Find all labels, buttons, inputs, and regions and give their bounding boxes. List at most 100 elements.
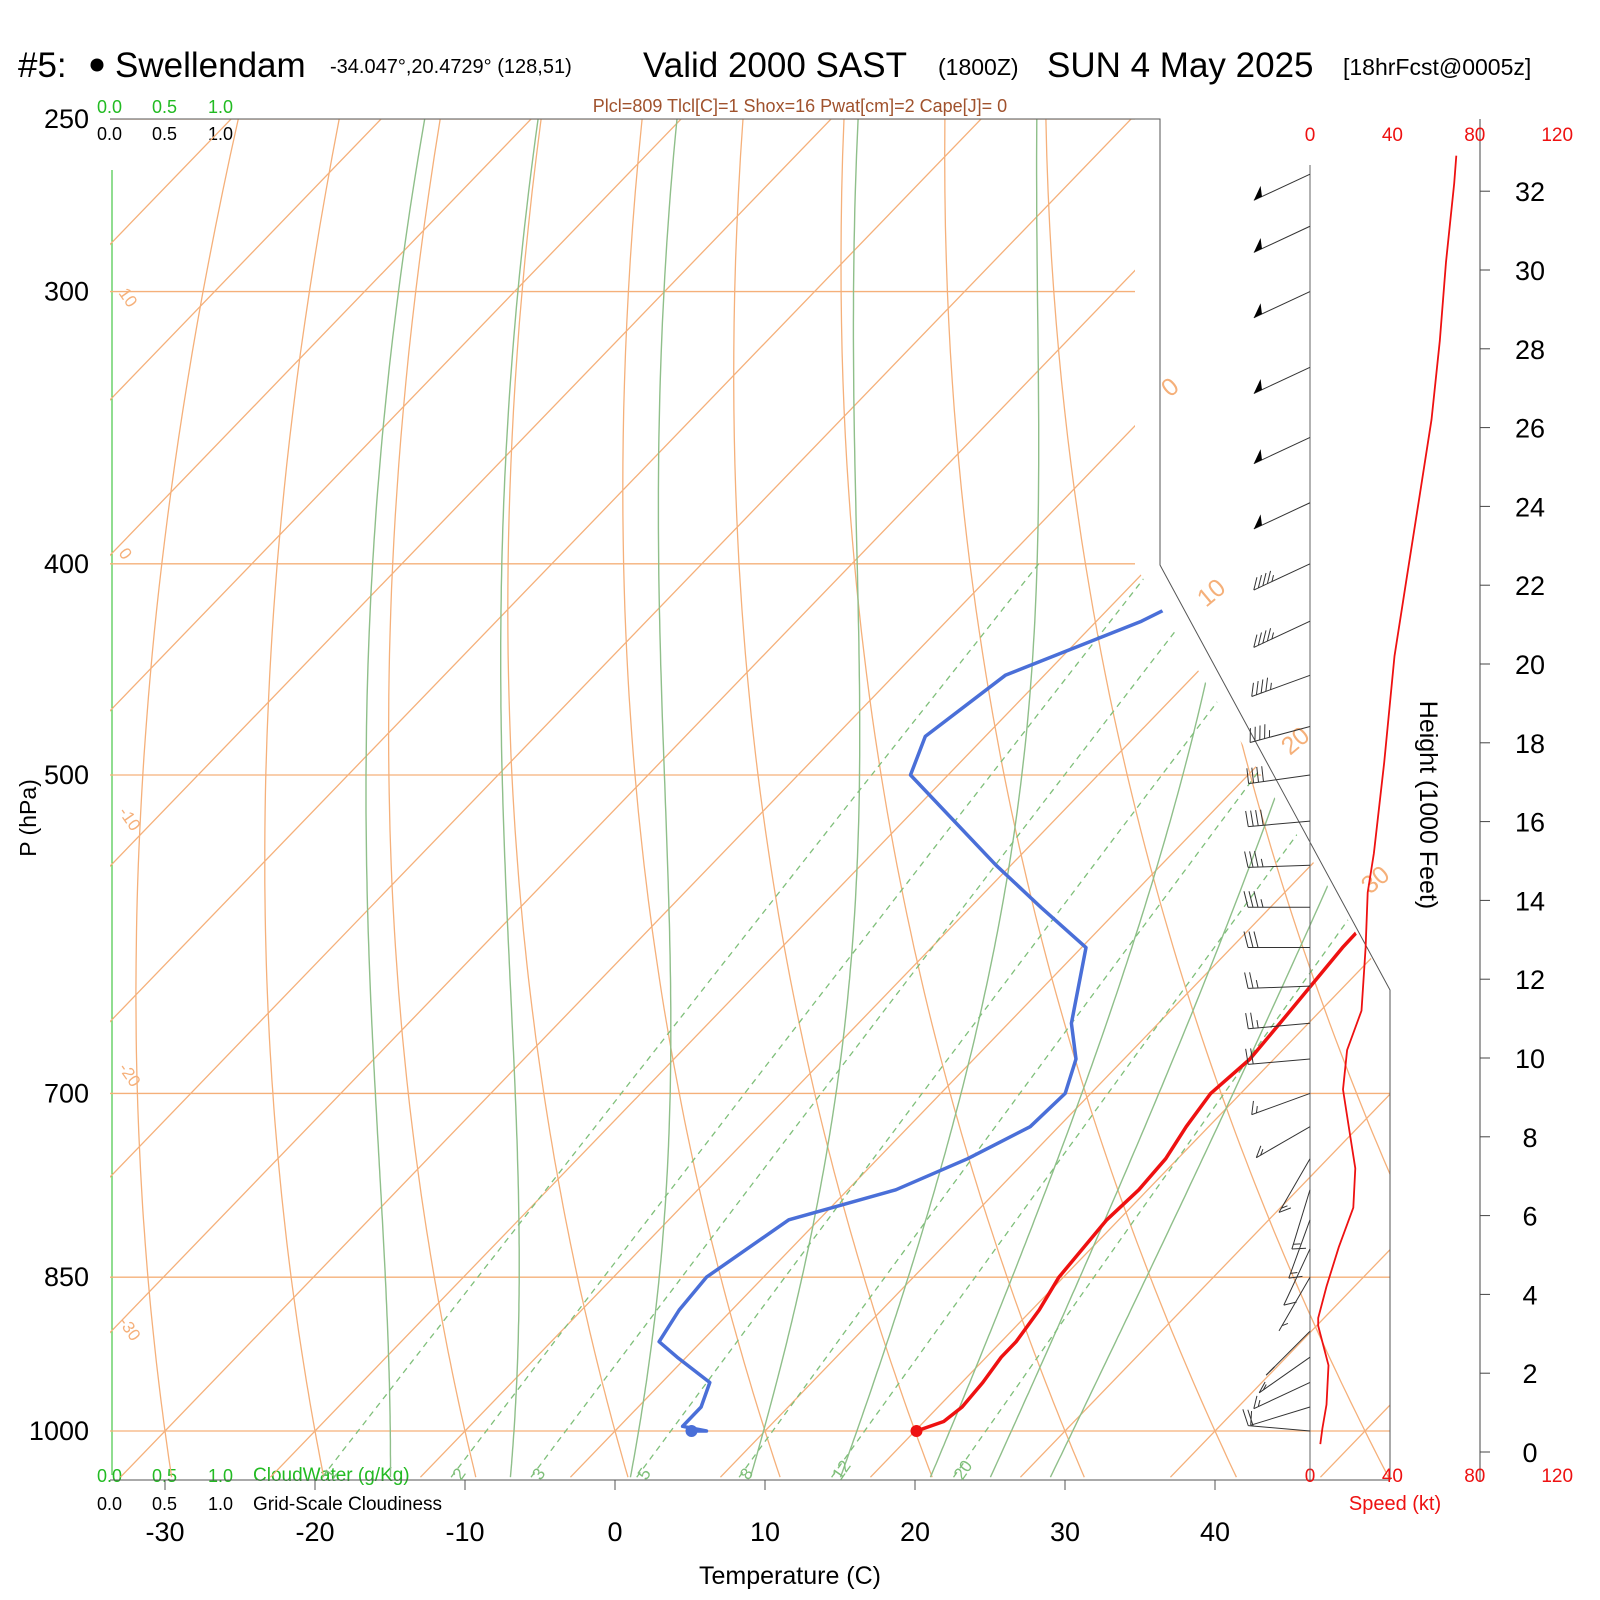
wind-barb xyxy=(1246,766,1311,785)
wind-barb xyxy=(1250,1406,1311,1426)
barb-half-feather xyxy=(1290,1272,1298,1274)
barb-half-feather xyxy=(1255,979,1259,989)
dry-adiabat xyxy=(264,119,348,1478)
cloudwater-tick: 0.0 xyxy=(97,97,122,117)
cloudwater-tick: 0.0 xyxy=(97,1466,122,1486)
isotherm-line xyxy=(110,119,1169,1478)
height-tick-label: 8 xyxy=(1522,1123,1537,1153)
wind-barb xyxy=(1244,972,1311,989)
barb-feather xyxy=(1248,891,1254,908)
barb-feather xyxy=(1250,810,1254,827)
mixing-ratio-line xyxy=(321,563,1040,1478)
cloud-scale-bottom: 0.0 0.5 1.0 CloudWater (g/Kg) 0.0 0.5 1.… xyxy=(97,1465,442,1515)
cloudiness-tick: 0.5 xyxy=(152,1494,177,1514)
barb-feather xyxy=(1250,1048,1254,1065)
y-axis-label: P (hPa) xyxy=(15,779,41,857)
barb-half-feather xyxy=(1270,682,1272,690)
thermo-background xyxy=(110,80,1600,1478)
station-dot-icon xyxy=(90,58,104,72)
isotherm-label-right: 10 xyxy=(1192,573,1231,612)
barb-staff xyxy=(1253,563,1311,591)
wind-barb xyxy=(1253,502,1311,530)
dry-adiabat xyxy=(1044,119,1390,1478)
cloudiness-tick: 0.0 xyxy=(97,124,122,144)
temperature-line xyxy=(915,155,1390,1433)
barb-feather xyxy=(1249,972,1254,989)
barb-feather xyxy=(1251,767,1255,783)
barb-half-feather xyxy=(1281,1322,1289,1327)
barb-feather xyxy=(1255,810,1259,826)
barb-staff xyxy=(1250,1406,1311,1426)
barb-feather xyxy=(1260,679,1264,694)
barb-half-feather xyxy=(1260,1149,1264,1156)
isotherm-label: -30 xyxy=(115,1313,145,1344)
barb-feather xyxy=(1257,632,1262,646)
barb-feather xyxy=(1255,681,1259,695)
isotherm-label: -20 xyxy=(115,1059,145,1090)
x-tick-label: -30 xyxy=(145,1517,184,1547)
speed-tick-label: 120 xyxy=(1541,125,1573,146)
wind-barb xyxy=(1253,366,1311,394)
barb-feather xyxy=(1250,1012,1254,1029)
valid-time: Valid 2000 SAST xyxy=(643,46,907,85)
height-tick-label: 26 xyxy=(1515,414,1545,444)
barb-half-feather xyxy=(1281,1205,1288,1209)
isotherm-line xyxy=(110,119,419,1478)
height-tick-label: 32 xyxy=(1515,177,1545,207)
cloudiness-tick: 1.0 xyxy=(208,124,233,144)
barb-half-feather xyxy=(1260,899,1264,908)
wind-barb xyxy=(1245,809,1311,828)
wind-barb xyxy=(1251,1092,1311,1116)
barb-feather xyxy=(1244,851,1249,868)
barb-feather xyxy=(1253,891,1259,908)
x-tick-label: -10 xyxy=(445,1517,484,1547)
wind-barb xyxy=(1255,1126,1311,1159)
isotherm-line xyxy=(1019,119,1390,1478)
x-tick-label: 10 xyxy=(750,1517,780,1547)
dewpoint-line xyxy=(657,155,1390,1433)
barb-half-feather xyxy=(1256,1019,1259,1028)
x-tick-label: 40 xyxy=(1200,1517,1230,1547)
height-tick-label: 12 xyxy=(1515,965,1545,995)
barb-staff xyxy=(1253,502,1311,530)
height-axis-label: Height (1000 Feet) xyxy=(1414,701,1442,909)
dry-adiabat xyxy=(1544,80,1600,1477)
height-tick-label: 6 xyxy=(1522,1202,1537,1232)
barb-feather xyxy=(1249,851,1254,868)
cloudwater-tick: 1.0 xyxy=(208,97,233,117)
dry-adiabat xyxy=(507,119,629,1478)
mixing-ratio-label: 20 xyxy=(950,1457,976,1483)
barb-half-feather xyxy=(1271,632,1274,640)
barb-staff xyxy=(1253,173,1311,201)
plot-frame xyxy=(110,118,1391,1480)
isotherm-line xyxy=(1470,80,1600,1477)
barb-feather xyxy=(1253,1395,1258,1409)
pressure-tick-label: 700 xyxy=(44,1078,89,1108)
pressure-tick-label: 300 xyxy=(44,277,89,307)
station-coords: -34.047°,20.4729° (128,51) xyxy=(330,56,572,78)
cloudiness-tick: 0.5 xyxy=(152,124,177,144)
barb-feather xyxy=(1248,931,1254,948)
barb-pennant xyxy=(1253,449,1262,464)
wind-barb xyxy=(1253,291,1311,319)
pressure-tick-label: 400 xyxy=(44,549,89,579)
barb-staff xyxy=(1291,1189,1311,1250)
barb-staff xyxy=(1251,674,1311,697)
height-tick-label: 20 xyxy=(1515,650,1545,680)
barb-feather xyxy=(1250,1411,1253,1426)
barb-staff xyxy=(1251,1092,1311,1116)
height-tick-label: 28 xyxy=(1515,335,1545,365)
barb-feather xyxy=(1266,570,1272,584)
dry-adiabat xyxy=(1144,119,1390,1478)
moist-adiabat xyxy=(500,119,545,1478)
cloudiness-tick: 0.0 xyxy=(97,1494,122,1514)
wind-barb xyxy=(1245,1048,1311,1065)
wind-barb xyxy=(1243,891,1310,908)
wind-barb xyxy=(1253,225,1311,253)
barb-feather xyxy=(1253,634,1258,648)
speed-tick-label: 120 xyxy=(1541,1466,1573,1487)
temperature-line-surface-dot xyxy=(910,1425,923,1437)
barb-staff xyxy=(1253,225,1311,253)
x-tick-label: -20 xyxy=(295,1517,334,1547)
barb-staff xyxy=(1248,1022,1311,1030)
